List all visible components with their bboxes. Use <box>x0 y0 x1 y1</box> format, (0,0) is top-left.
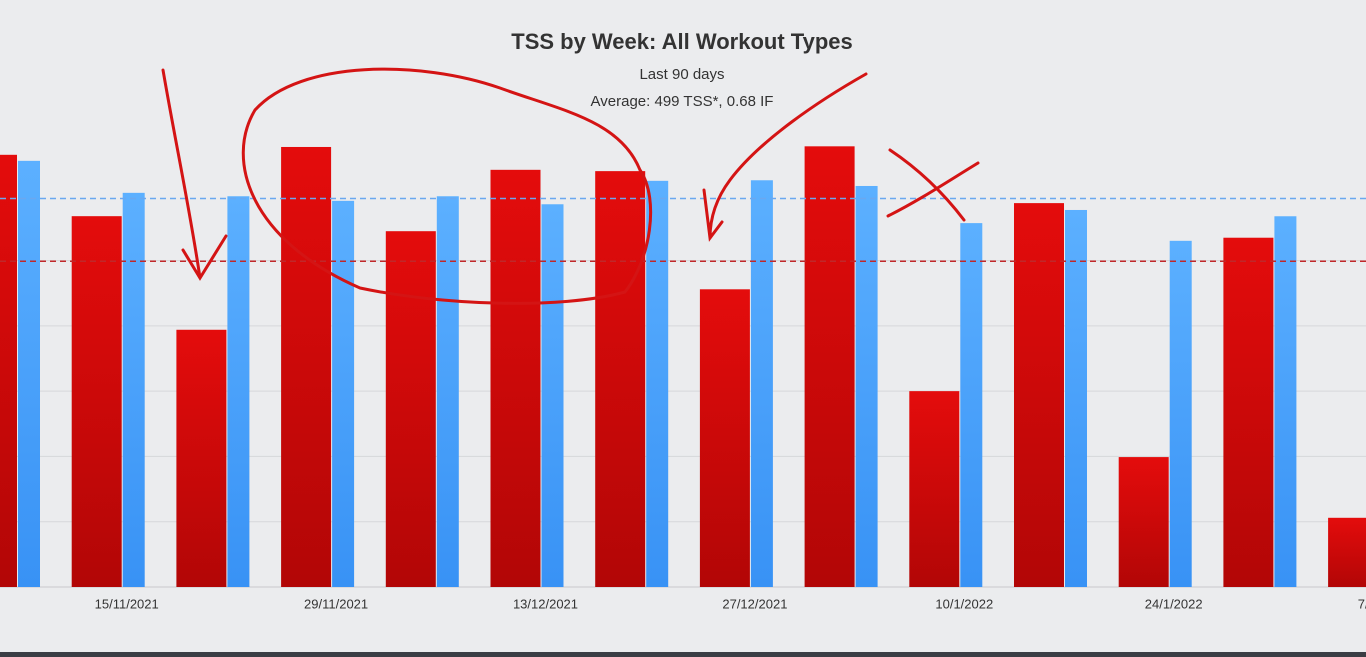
bar <box>490 169 541 587</box>
arrow <box>702 72 868 242</box>
x-tick-label: 13/12/2021 <box>513 596 578 611</box>
bar <box>1223 237 1274 587</box>
bar <box>1118 457 1169 587</box>
bar <box>71 216 122 588</box>
arrow <box>161 68 228 281</box>
bar <box>1169 240 1192 587</box>
chart-subtitle: Last 90 days <box>639 66 724 83</box>
x-tick-label: 10/1/2022 <box>935 596 993 611</box>
bar <box>750 180 773 587</box>
bar <box>436 196 459 587</box>
bar <box>804 146 855 588</box>
chart-title: TSS by Week: All Workout Types <box>511 29 852 54</box>
x-tick-label: 27/12/2021 <box>722 596 787 611</box>
bar <box>385 231 436 587</box>
bar <box>1328 517 1366 587</box>
bar <box>541 204 564 587</box>
bar <box>595 171 646 587</box>
bar <box>0 154 17 587</box>
annotations <box>161 67 980 305</box>
bar <box>332 200 355 587</box>
bar <box>18 160 40 587</box>
bottom-bar <box>0 652 1366 657</box>
bar <box>281 146 332 587</box>
bar <box>646 180 669 587</box>
bar <box>855 185 878 588</box>
bar <box>1065 209 1087 587</box>
bar <box>227 196 250 587</box>
bar <box>909 391 960 587</box>
bar <box>699 289 750 587</box>
x-tick-label: 15/11/2021 <box>95 596 159 611</box>
bar <box>176 329 227 587</box>
x-tick-label: 29/11/2021 <box>304 596 368 611</box>
circle <box>241 67 653 305</box>
bar <box>1274 216 1297 588</box>
chart-summary: Average: 499 TSS*, 0.68 IF <box>591 93 774 110</box>
bar <box>122 192 145 587</box>
cross <box>886 148 980 222</box>
bar <box>1014 203 1064 587</box>
x-tick-label: 24/1/2022 <box>1145 596 1203 611</box>
bar <box>960 223 983 587</box>
x-tick-label: 7/2/2022 <box>1358 596 1366 611</box>
